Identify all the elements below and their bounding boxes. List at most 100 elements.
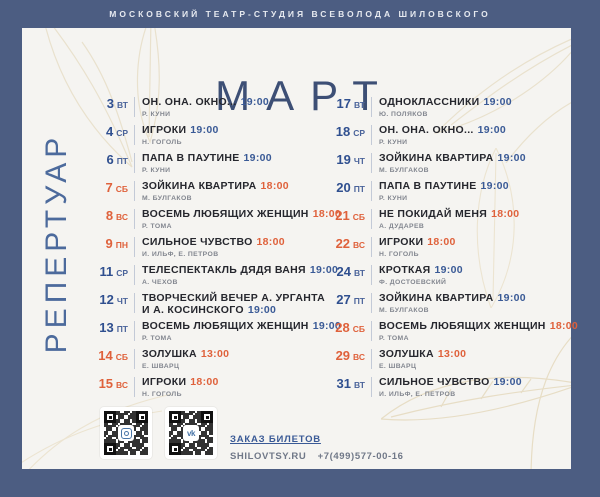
event-title: КРОТКАЯ: [379, 264, 431, 276]
event-time: 18:00: [491, 208, 520, 220]
event-day: СБ: [352, 212, 365, 222]
event-author: И. ИЛЬФ, Е. ПЕТРОВ: [142, 250, 219, 258]
event-time: 19:00: [309, 264, 339, 276]
event-time: 18:00: [260, 180, 289, 192]
event-day: ВС: [353, 240, 365, 250]
site-url: SHILOVTSY.RU: [230, 451, 307, 462]
event-time: 18:00: [312, 208, 342, 220]
event-title-line: ПАПА В ПАУТИНЕ 19:00: [142, 152, 272, 165]
event-day: ВТ: [353, 380, 365, 390]
event-info: ЗОЙКИНА КВАРТИРА 19:00 М. БУЛГАКОВ: [372, 292, 526, 315]
event-author: Р. ТОМА: [142, 222, 172, 230]
event-date-number: 12: [99, 292, 114, 307]
event-day: ВТ: [116, 100, 128, 110]
event-date: 27 ПТ: [327, 293, 372, 313]
event-author: М. БУЛГАКОВ: [379, 166, 429, 174]
event-date-number: 3: [106, 96, 114, 111]
event-time: 19:00: [434, 264, 463, 276]
event-title: ОН. ОНА. ОКНО...: [379, 124, 474, 136]
top-band: МОСКОВСКИЙ ТЕАТР-СТУДИЯ ВСЕВОЛОДА ШИЛОВС…: [0, 0, 600, 28]
schedule-row: 20 ПТ ПАПА В ПАУТИНЕ 19:00 Р. КУНИ: [327, 180, 564, 209]
event-day: ПН: [115, 240, 128, 250]
schedule: 3 ВТ ОН. ОНА. ОКНО... 19:00 Р. КУНИ 4 СР …: [90, 96, 577, 405]
event-date-number: 24: [336, 264, 351, 279]
event-date: 3 ВТ: [90, 97, 135, 117]
schedule-row: 4 СР ИГРОКИ 19:00 Н. ГОГОЛЬ: [90, 124, 327, 153]
order-tickets-link[interactable]: ЗАКАЗ БИЛЕТОВ: [230, 434, 321, 445]
event-date: 17 ВТ: [327, 97, 372, 117]
poster-content: МАРТ: [22, 28, 571, 469]
event-info: ЗОЛУШКА 13:00 Е. ШВАРЦ: [135, 348, 230, 371]
event-title: ПАПА В ПАУТИНЕ: [142, 152, 240, 164]
event-date: 8 ВС: [90, 209, 135, 229]
event-title-line: СИЛЬНОЕ ЧУВСТВО 19:00: [379, 376, 522, 389]
event-author: Е. ШВАРЦ: [142, 362, 180, 370]
schedule-column-1: 3 ВТ ОН. ОНА. ОКНО... 19:00 Р. КУНИ 4 СР …: [90, 96, 340, 405]
event-title: ЗОЙКИНА КВАРТИРА: [379, 292, 494, 304]
event-date: 15 ВС: [90, 377, 135, 397]
event-author: Р. КУНИ: [142, 166, 171, 174]
event-day: ПТ: [116, 324, 128, 334]
event-author: И. ИЛЬФ, Е. ПЕТРОВ: [379, 390, 456, 398]
event-title: ВОСЕМЬ ЛЮБЯЩИХ ЖЕНЩИН: [379, 320, 546, 332]
repertoire-label: РЕПЕРТУАР: [40, 132, 73, 354]
phone-number: +7(499)577-00-16: [317, 451, 404, 462]
event-date-number: 6: [106, 152, 114, 167]
event-time: 19:00: [477, 124, 506, 136]
event-info: ЗОЙКИНА КВАРТИРА 18:00 М. БУЛГАКОВ: [135, 180, 289, 203]
event-date-number: 28: [335, 320, 350, 335]
event-date-number: 27: [336, 292, 351, 307]
order-block: ЗАКАЗ БИЛЕТОВ SHILOVTSY.RU +7(499)577-00…: [230, 429, 412, 462]
schedule-row: 3 ВТ ОН. ОНА. ОКНО... 19:00 Р. КУНИ: [90, 96, 327, 125]
event-author: Р. ТОМА: [142, 334, 172, 342]
event-date-number: 14: [98, 348, 113, 363]
event-day: ЧТ: [353, 156, 365, 166]
event-date-number: 11: [99, 264, 114, 279]
event-title-line: ИГРОКИ 18:00: [379, 236, 456, 249]
vk-icon: vk: [183, 425, 199, 441]
event-time: 19:00: [312, 320, 342, 332]
event-title-line: ИГРОКИ 19:00: [142, 124, 219, 137]
instagram-icon: [118, 425, 134, 441]
event-author: Р. ТОМА: [379, 334, 409, 342]
schedule-row: 27 ПТ ЗОЙКИНА КВАРТИРА 19:00 М. БУЛГАКОВ: [327, 292, 564, 321]
theater-name: МОСКОВСКИЙ ТЕАТР-СТУДИЯ ВСЕВОЛОДА ШИЛОВС…: [109, 9, 491, 19]
event-info: ПАПА В ПАУТИНЕ 19:00 Р. КУНИ: [372, 180, 509, 203]
event-day: ВТ: [353, 100, 365, 110]
event-day: СБ: [115, 184, 128, 194]
event-info: ИГРОКИ 18:00 Н. ГОГОЛЬ: [135, 376, 219, 399]
event-title: ЗОЛУШКА: [142, 348, 197, 360]
event-title: ИГРОКИ: [142, 124, 187, 136]
event-title-line: ЗОЙКИНА КВАРТИРА 19:00: [379, 292, 526, 305]
event-title-line: ВОСЕМЬ ЛЮБЯЩИХ ЖЕНЩИН 18:00: [379, 320, 578, 333]
schedule-row: 21 СБ НЕ ПОКИДАЙ МЕНЯ 18:00 А. ДУДАРЕВ: [327, 208, 564, 237]
event-date: 29 ВС: [327, 349, 372, 369]
event-title: ЗОЙКИНА КВАРТИРА: [142, 180, 257, 192]
event-date: 19 ЧТ: [327, 153, 372, 173]
event-date: 7 СБ: [90, 181, 135, 201]
event-date-number: 4: [105, 124, 114, 139]
event-date: 13 ПТ: [90, 321, 135, 341]
qr-code-vk: vk: [165, 407, 217, 459]
event-title: ВОСЕМЬ ЛЮБЯЩИХ ЖЕНЩИН: [142, 320, 309, 332]
qr-finder: [201, 411, 213, 423]
footer: vk ЗАКАЗ БИЛЕТОВ SHILOVTSY.RU +7(499)577…: [100, 407, 412, 462]
event-title: ОН. ОНА. ОКНО...: [142, 96, 237, 108]
event-day: ЧТ: [116, 296, 128, 306]
event-time: 13:00: [200, 348, 230, 360]
event-date: 9 ПН: [90, 237, 135, 257]
event-date: 31 ВТ: [327, 377, 372, 397]
event-author: М. БУЛГАКОВ: [379, 306, 429, 314]
event-date: 20 ПТ: [327, 181, 372, 201]
event-date-number: 13: [99, 320, 114, 335]
event-day: СР: [116, 268, 128, 278]
schedule-row: 18 СР ОН. ОНА. ОКНО... 19:00 Р. КУНИ: [327, 124, 564, 153]
event-date-number: 29: [335, 348, 351, 363]
event-info: ИГРОКИ 19:00 Н. ГОГОЛЬ: [135, 124, 219, 147]
event-date: 18 СР: [327, 125, 372, 145]
schedule-row: 28 СБ ВОСЕМЬ ЛЮБЯЩИХ ЖЕНЩИН 18:00 Р. ТОМА: [327, 320, 577, 349]
event-day: СР: [353, 128, 365, 138]
event-title-line: ОДНОКЛАССНИКИ 19:00: [379, 96, 512, 109]
qr-finder: [169, 411, 181, 423]
event-title-part2: И А. КОСИНСКОГО: [142, 303, 244, 316]
